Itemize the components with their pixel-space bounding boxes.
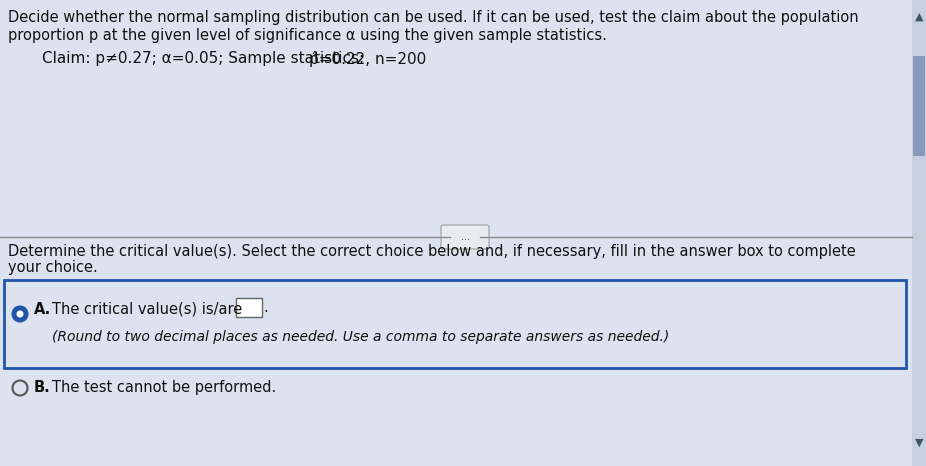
FancyBboxPatch shape (912, 0, 926, 466)
FancyBboxPatch shape (441, 225, 489, 249)
Text: (Round to two decimal places as needed. Use a comma to separate answers as neede: (Round to two decimal places as needed. … (52, 330, 669, 344)
Text: B.: B. (34, 380, 51, 395)
Text: proportion p at the given level of significance α using the given sample statist: proportion p at the given level of signi… (8, 28, 607, 43)
Text: Claim: p≠0.27; α=0.05; Sample statistics:: Claim: p≠0.27; α=0.05; Sample statistics… (42, 51, 369, 66)
Text: The critical value(s) is/are: The critical value(s) is/are (52, 302, 243, 317)
Circle shape (12, 381, 28, 396)
FancyBboxPatch shape (0, 0, 912, 238)
Text: Determine the critical value(s). Select the correct choice below and, if necessa: Determine the critical value(s). Select … (8, 244, 856, 259)
Text: The test cannot be performed.: The test cannot be performed. (52, 380, 276, 395)
Text: ▲: ▲ (915, 12, 923, 22)
Circle shape (17, 310, 23, 317)
Circle shape (12, 307, 28, 322)
Text: p̂=0.22, n=200: p̂=0.22, n=200 (308, 51, 426, 67)
Text: Decide whether the normal sampling distribution can be used. If it can be used, : Decide whether the normal sampling distr… (8, 10, 858, 25)
Text: A.: A. (34, 302, 51, 317)
FancyBboxPatch shape (4, 280, 906, 368)
FancyBboxPatch shape (0, 238, 912, 466)
Text: ...: ... (460, 232, 469, 242)
Text: your choice.: your choice. (8, 260, 98, 275)
FancyBboxPatch shape (236, 298, 262, 317)
FancyBboxPatch shape (913, 56, 925, 156)
Text: ▼: ▼ (915, 438, 923, 448)
Text: .: . (263, 300, 268, 315)
